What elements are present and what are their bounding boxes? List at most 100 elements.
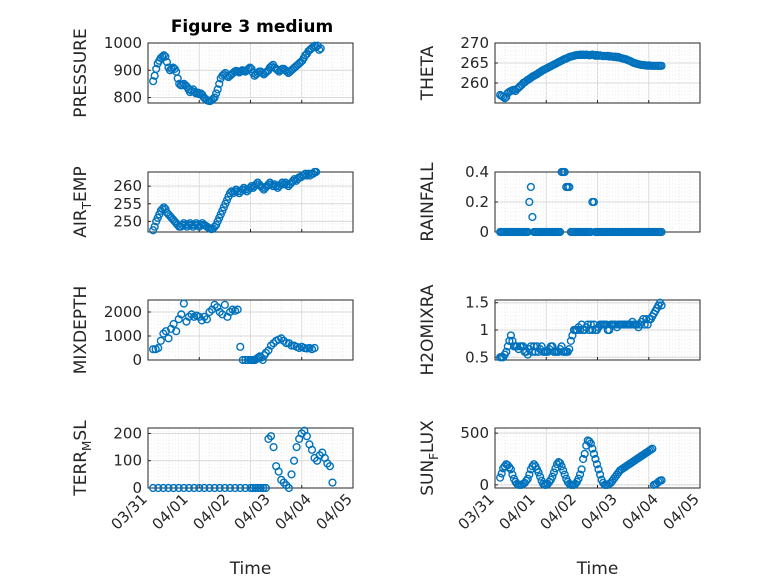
data-point [225, 189, 235, 198]
x-tick-label: 04/04 [272, 490, 315, 533]
panel-h2omixra: 0.5 1 1.5 H2OMIXRA [418, 284, 701, 376]
y-tick-label: 1 [479, 321, 489, 339]
data-point [210, 483, 219, 493]
data-point [499, 92, 508, 102]
data-point [154, 343, 163, 353]
data-point [200, 483, 209, 493]
data-point [152, 64, 161, 74]
data-point [497, 469, 506, 478]
data-point [586, 439, 595, 448]
data-point [506, 465, 515, 474]
data-point [162, 57, 172, 67]
data-point [261, 483, 270, 493]
data-point [202, 315, 212, 324]
data-point [258, 355, 267, 365]
y-tick-label: 255 [113, 195, 142, 213]
y-tick-label: 200 [113, 424, 142, 442]
data-point [248, 483, 258, 493]
data-point [523, 474, 532, 483]
data-point [589, 449, 599, 458]
data-point [549, 468, 559, 477]
data-point [169, 319, 178, 329]
data-point [287, 341, 296, 350]
data-point [289, 456, 299, 465]
data-point [267, 180, 276, 189]
y-axis-label: PRESSURE [71, 28, 91, 117]
data-point [535, 472, 545, 481]
data-point [594, 465, 603, 474]
y-tick-label: 900 [113, 61, 142, 79]
data-point [648, 444, 657, 453]
data-point [178, 81, 187, 90]
data-point [174, 483, 183, 493]
data-point [577, 465, 586, 474]
data-point [159, 329, 168, 338]
x-tick-label: 04/05 [313, 490, 356, 533]
series-markers [496, 298, 666, 362]
data-point [159, 483, 168, 493]
data-point [528, 212, 537, 222]
data-point [241, 483, 250, 493]
data-point [575, 470, 585, 479]
data-point [325, 462, 335, 471]
data-point [560, 470, 569, 479]
series-markers [149, 299, 319, 365]
data-point [565, 182, 574, 192]
y-axis-label: RAINFALL [418, 162, 438, 242]
series-markers [149, 41, 325, 106]
data-point [312, 167, 321, 177]
y-tick-label: 1000 [104, 327, 142, 345]
data-point [164, 334, 173, 343]
data-point [236, 483, 245, 493]
data-point [287, 470, 296, 479]
series-markers [149, 426, 337, 493]
y-tick-label: 1.5 [465, 294, 489, 312]
data-point [231, 483, 240, 493]
series-markers [496, 436, 666, 489]
data-point [307, 445, 317, 454]
data-point [200, 312, 209, 321]
series-markers [496, 167, 666, 237]
data-point [505, 463, 514, 472]
y-tick-label: 100 [113, 452, 142, 470]
y-tick-label: 0.2 [465, 193, 489, 211]
data-point [302, 432, 311, 441]
x-tick-label: 04/02 [537, 490, 580, 533]
series-markers [149, 167, 321, 235]
data-point [256, 483, 265, 493]
data-point [210, 93, 219, 102]
data-point [282, 180, 291, 189]
data-point [565, 344, 574, 354]
data-point [247, 64, 256, 74]
data-point [534, 468, 543, 477]
y-axis-label: THETA [418, 45, 438, 101]
x-tick-label: 04/04 [619, 490, 662, 533]
data-point [580, 449, 589, 458]
data-point [592, 460, 602, 469]
data-point [258, 183, 267, 192]
data-point [316, 44, 325, 53]
data-point [266, 432, 276, 441]
y-tick-label: 260 [113, 177, 142, 195]
x-tick-label: 04/05 [660, 490, 703, 533]
data-point [172, 327, 181, 336]
data-point [288, 176, 298, 185]
y-axis-label: SUNFLUX [418, 420, 441, 496]
y-axis-label: TERRMSL [71, 420, 94, 497]
data-point [247, 182, 256, 191]
data-point [150, 222, 159, 231]
y-axis-label: H2OMIXRA [418, 284, 438, 375]
data-point [159, 51, 168, 60]
data-point [149, 345, 158, 354]
data-point [241, 185, 250, 194]
data-point [574, 474, 583, 483]
data-point [220, 300, 229, 309]
data-point [212, 89, 221, 98]
x-tick-label: 04/01 [149, 490, 192, 533]
data-point [238, 355, 247, 365]
data-point [179, 483, 188, 493]
data-point [525, 470, 534, 479]
